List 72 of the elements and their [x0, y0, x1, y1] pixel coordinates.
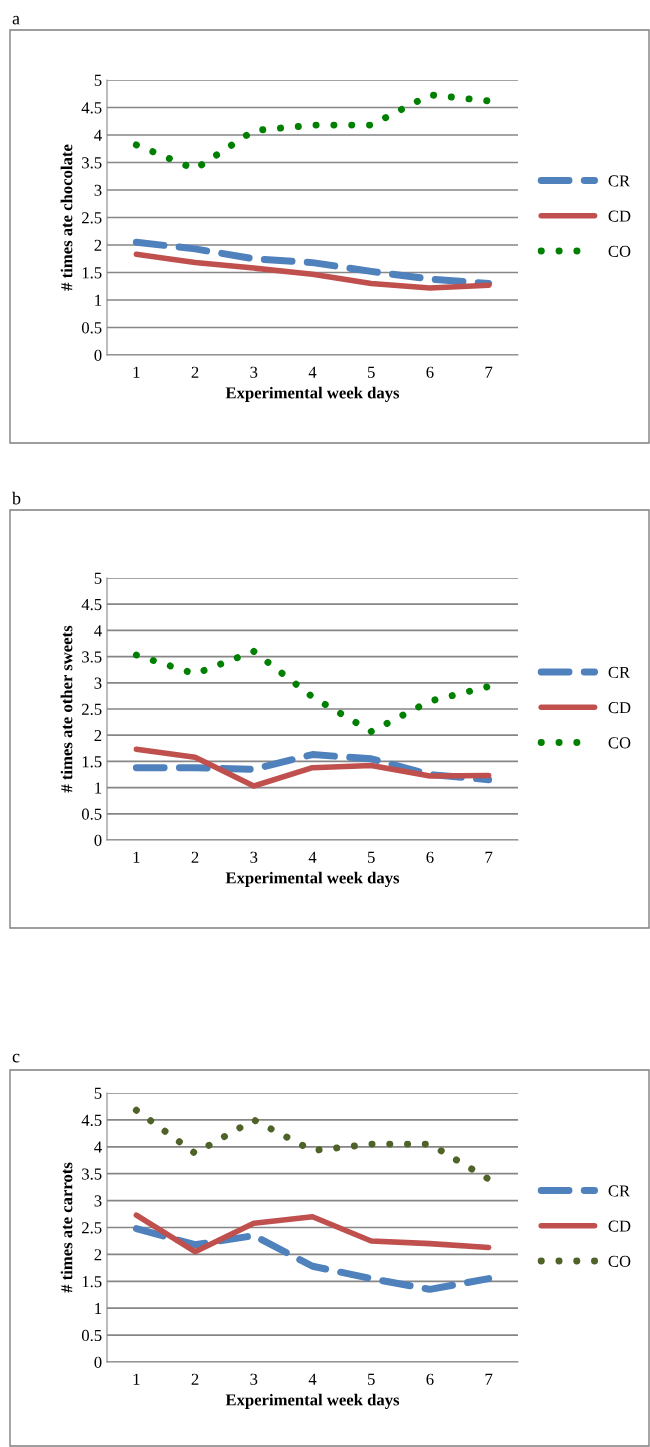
y-tick-label: 2 — [94, 729, 102, 741]
chart-title: a — [12, 15, 20, 25]
x-tick-label: 3 — [250, 366, 258, 378]
y-tick-label: 3.5 — [82, 1168, 102, 1180]
y-tick-label: 0 — [94, 1356, 102, 1368]
x-tick-label: 2 — [191, 851, 199, 863]
y-tick-label: 1.5 — [82, 267, 102, 279]
y-tick-label: 1.5 — [82, 1276, 102, 1288]
y-tick-label: 1 — [95, 782, 102, 794]
y-tick-label: 4 — [94, 625, 102, 637]
x-tick-label: 1 — [133, 1373, 140, 1385]
y-axis-title: # times ate chocolate — [60, 144, 73, 291]
y-tick-label: 4.5 — [81, 102, 102, 114]
legend-label: CD — [608, 1220, 631, 1232]
x-tick-label: 2 — [191, 1373, 199, 1385]
legend-label: CO — [608, 245, 631, 257]
y-tick-label: 5 — [94, 572, 102, 584]
legend-label: CR — [608, 175, 631, 187]
legend-label: CD — [608, 702, 631, 714]
y-tick-label: 2.5 — [82, 212, 102, 224]
legend-label: CO — [608, 737, 631, 749]
x-tick-label: 1 — [133, 851, 140, 863]
legend-label: CD — [608, 210, 631, 222]
x-tick-label: 5 — [368, 851, 375, 863]
y-tick-label: 3 — [94, 677, 102, 689]
y-tick-label: 1 — [95, 294, 102, 306]
chart-title: b — [12, 491, 21, 505]
legend-label: CR — [608, 666, 631, 679]
y-tick-label: 2 — [94, 1249, 102, 1261]
y-tick-label: 0.5 — [81, 1329, 102, 1342]
legend-label: CR — [608, 1185, 631, 1197]
y-tick-label: 2.5 — [82, 1222, 102, 1234]
y-tick-label: 3.5 — [82, 651, 102, 663]
x-tick-label: 3 — [250, 1373, 258, 1385]
y-tick-label: 0 — [94, 834, 102, 846]
x-tick-label: 5 — [368, 1373, 375, 1385]
x-tick-label: 6 — [426, 1373, 434, 1385]
x-tick-label: 3 — [250, 851, 258, 863]
x-tick-label: 4 — [308, 1373, 317, 1385]
y-tick-label: 0.5 — [81, 808, 102, 820]
y-axis-title: # times ate carrots — [60, 1162, 73, 1293]
x-axis-title: Experimental week days — [225, 871, 400, 887]
y-axis-title: # times ate other sweets — [60, 625, 73, 793]
y-tick-label: 2.5 — [82, 703, 102, 716]
x-tick-label: 1 — [133, 366, 140, 378]
legend-label: CO — [608, 1255, 631, 1267]
x-tick-label: 7 — [485, 1373, 493, 1385]
x-tick-label: 7 — [485, 366, 493, 378]
y-tick-label: 0.5 — [81, 322, 102, 334]
x-tick-label: 5 — [368, 366, 375, 378]
x-tick-label: 7 — [485, 851, 493, 863]
x-tick-label: 4 — [308, 851, 317, 863]
x-tick-label: 2 — [191, 366, 199, 378]
y-tick-label: 4.5 — [81, 1114, 102, 1126]
y-tick-label: 3.5 — [82, 157, 102, 169]
y-tick-label: 2 — [94, 239, 102, 251]
y-tick-label: 1.5 — [82, 756, 102, 768]
x-tick-label: 4 — [308, 366, 317, 378]
y-tick-label: 3 — [94, 1195, 102, 1207]
x-tick-label: 6 — [426, 366, 434, 378]
y-tick-label: 3 — [94, 184, 102, 196]
x-axis-title: Experimental week days — [225, 386, 400, 402]
y-tick-label: 0 — [94, 349, 102, 361]
y-tick-label: 1 — [95, 1302, 102, 1314]
chart-title: c — [12, 1053, 20, 1063]
x-tick-label: 6 — [426, 851, 434, 863]
y-tick-label: 4 — [94, 1141, 102, 1153]
y-tick-label: 5 — [94, 1087, 102, 1099]
y-tick-label: 4 — [94, 129, 102, 141]
x-axis-title: Experimental week days — [225, 1393, 400, 1409]
y-tick-label: 5 — [94, 74, 102, 86]
y-tick-label: 4.5 — [81, 599, 102, 611]
